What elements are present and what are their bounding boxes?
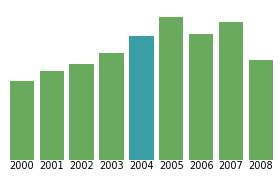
- Bar: [219, 21, 243, 160]
- Bar: [10, 82, 34, 160]
- Bar: [40, 71, 64, 160]
- Bar: [69, 64, 94, 160]
- Bar: [249, 60, 273, 160]
- Bar: [99, 53, 124, 160]
- Bar: [159, 17, 183, 160]
- Bar: [189, 34, 213, 160]
- Bar: [129, 36, 154, 160]
